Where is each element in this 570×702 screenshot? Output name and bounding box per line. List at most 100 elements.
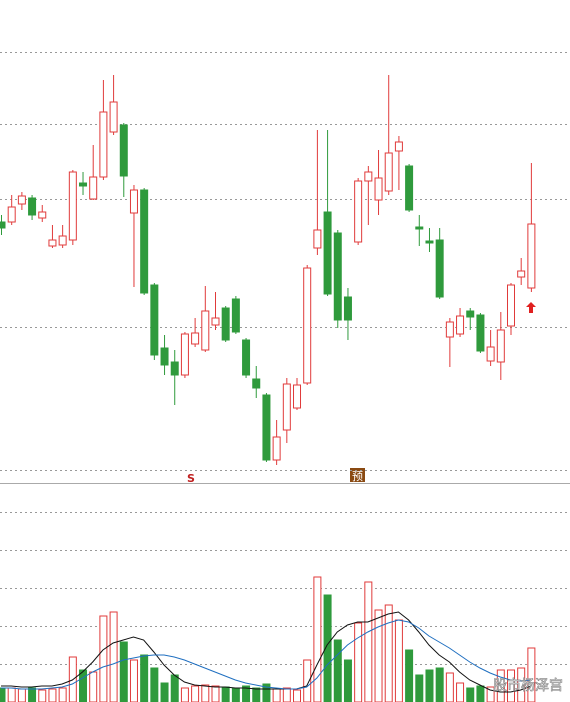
- candle-body: [282, 383, 291, 431]
- volume-bar: [394, 619, 403, 702]
- candle-body: [272, 436, 281, 461]
- volume-bar: [170, 674, 179, 702]
- candle-body: [68, 171, 77, 241]
- yu-marker: 预: [352, 470, 363, 483]
- candle-body: [160, 347, 169, 366]
- volume-bar: [456, 682, 465, 702]
- volume-bar: [99, 615, 108, 702]
- volume-bar: [252, 687, 261, 702]
- volume-bar: [119, 641, 128, 702]
- volume-bar: [79, 669, 88, 702]
- volume-bar: [303, 659, 312, 702]
- volume-bar: [0, 687, 6, 702]
- volume-bar: [180, 687, 189, 702]
- volume-bar: [415, 674, 424, 702]
- candle-body: [303, 267, 312, 384]
- candle-body: [89, 176, 98, 200]
- up-arrow: [526, 302, 536, 313]
- volume-bar: [445, 672, 454, 702]
- volume-bar: [58, 687, 67, 702]
- candle-body: [323, 211, 332, 295]
- candle-body: [17, 195, 26, 205]
- candle-body: [507, 284, 515, 327]
- volume-bar: [160, 682, 169, 702]
- volume-bar: [466, 687, 475, 702]
- candle-body: [99, 111, 108, 178]
- candle-body: [313, 229, 322, 249]
- candle-body: [28, 197, 37, 216]
- volume-bar: [517, 667, 526, 702]
- volume-bar: [293, 689, 302, 702]
- candle-body: [129, 189, 138, 214]
- volume-bar: [89, 671, 98, 702]
- volume-bar: [211, 685, 220, 702]
- volume-bar: [425, 669, 434, 702]
- volume-bar: [527, 647, 536, 702]
- volume-bar: [48, 688, 57, 702]
- volume-bar: [231, 687, 240, 702]
- candle-body: [170, 361, 179, 376]
- volume-bar: [191, 685, 200, 702]
- ma-line: [1, 611, 532, 693]
- volume-bar: [109, 611, 118, 702]
- watermark: 股市杨泽宫: [493, 677, 563, 694]
- volume-bar: [384, 604, 393, 702]
- candle-body: [456, 315, 465, 335]
- candle-body: [191, 332, 200, 345]
- volume-bar: [150, 667, 159, 702]
- marker-box: [350, 468, 365, 482]
- candle-body: [180, 333, 189, 376]
- candle-body: [374, 177, 383, 201]
- candle-body: [0, 221, 6, 229]
- candle-body: [466, 310, 475, 318]
- candle-body: [384, 152, 393, 192]
- candle-body: [405, 165, 414, 211]
- candle-body: [231, 298, 240, 333]
- volume-bar: [364, 581, 373, 702]
- volume-bar: [354, 622, 363, 702]
- volume-bar: [496, 669, 505, 702]
- volume-bar: [28, 687, 37, 702]
- volume-bar: [323, 594, 332, 702]
- volume-bar: [221, 686, 230, 702]
- candle-body: [252, 378, 261, 389]
- candle-body: [415, 226, 424, 230]
- s-marker: S: [187, 472, 195, 485]
- volume-bar: [374, 609, 383, 702]
- ma-line: [1, 619, 531, 690]
- candle-body: [486, 346, 495, 362]
- candle-body: [476, 314, 485, 352]
- candle-body: [221, 307, 230, 341]
- candle-body: [333, 232, 342, 321]
- candle-body: [48, 239, 57, 247]
- candle-body: [211, 317, 220, 326]
- volume-bar: [242, 685, 251, 702]
- volume-bar: [140, 654, 149, 702]
- candle-body: [109, 101, 118, 133]
- candle-body: [527, 223, 536, 289]
- candle-body: [496, 329, 505, 363]
- volume-bar: [507, 669, 515, 702]
- volume-bar: [486, 686, 495, 702]
- volume-bar: [38, 689, 47, 702]
- volume-bar: [435, 667, 444, 702]
- candle-body: [343, 296, 352, 321]
- volume-bar: [262, 683, 271, 702]
- candle-body: [242, 339, 251, 376]
- candle-body: [140, 189, 149, 294]
- volume-bar: [129, 659, 138, 702]
- candle-body: [354, 180, 363, 243]
- candle-body: [517, 270, 526, 278]
- volume-bar: [17, 688, 26, 702]
- candle-body: [201, 310, 210, 351]
- candle-body: [79, 182, 88, 187]
- volume-bar: [405, 649, 414, 702]
- candle-body: [38, 211, 47, 219]
- candle-body: [425, 240, 434, 244]
- candle-body: [262, 394, 271, 461]
- volume-bar: [476, 685, 485, 702]
- volume-bar: [282, 687, 291, 702]
- candle-body: [7, 206, 16, 223]
